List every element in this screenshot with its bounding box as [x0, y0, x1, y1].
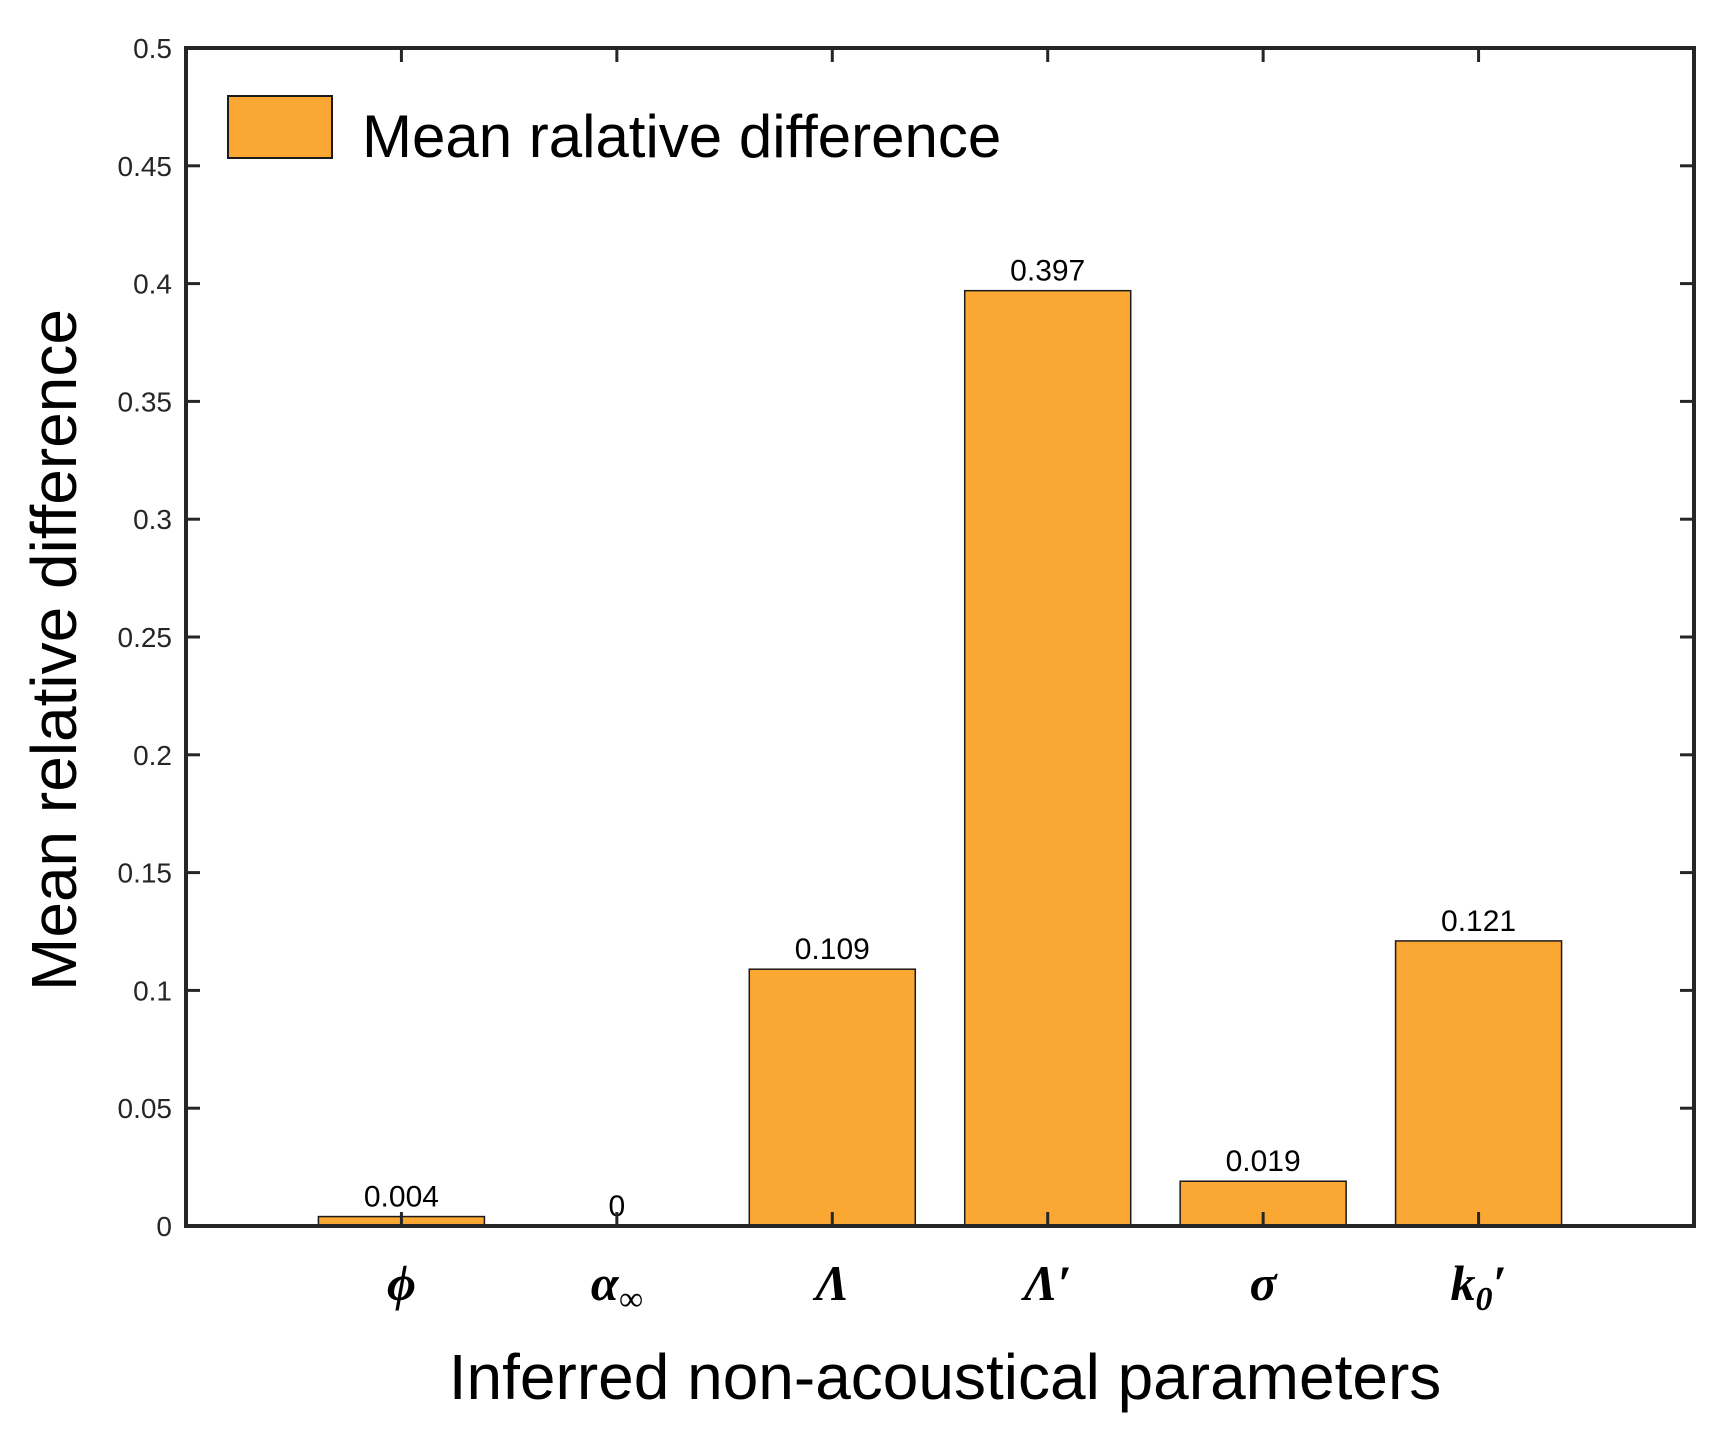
x-category-label-4: σ — [1250, 1255, 1279, 1311]
data-label-0: 0.004 — [364, 1181, 439, 1214]
bars-group — [318, 291, 1561, 1226]
y-tick-label-8: 0.4 — [133, 269, 172, 300]
bar-2 — [749, 969, 915, 1226]
y-tick-label-1: 0.05 — [118, 1093, 173, 1124]
legend-label: Mean ralative difference — [362, 103, 1001, 170]
legend: Mean ralative difference — [228, 96, 1001, 170]
y-tick-label-2: 0.1 — [133, 975, 172, 1006]
y-tick-label-10: 0.5 — [133, 33, 172, 64]
bar-chart: 0.004 0 0.109 0.397 0.019 0.121 0 0.05 0.1 0.15 0… — [0, 0, 1724, 1429]
data-label-2: 0.109 — [795, 933, 870, 966]
x-category-labels: ϕ α∞ Λ Λ′ σ k0′ — [387, 1255, 1507, 1318]
y-axis-label: Mean relative difference — [18, 309, 90, 991]
y-tick-label-7: 0.35 — [118, 386, 173, 417]
y-tick-label-5: 0.25 — [118, 622, 173, 653]
legend-swatch — [228, 96, 332, 158]
x-category-label-1: α∞ — [591, 1255, 643, 1318]
data-label-4: 0.019 — [1226, 1145, 1301, 1178]
x-axis-label: Inferred non-acoustical parameters — [449, 1341, 1442, 1413]
data-label-3: 0.397 — [1010, 255, 1085, 288]
data-label-5: 0.121 — [1441, 905, 1516, 938]
x-category-label-3: Λ′ — [1021, 1255, 1071, 1311]
y-tick-label-9: 0.45 — [118, 151, 173, 182]
bar-5 — [1396, 941, 1562, 1226]
y-tick-label-0: 0 — [156, 1211, 172, 1242]
y-tick-label-4: 0.2 — [133, 740, 172, 771]
y-tick-label-3: 0.15 — [118, 858, 173, 889]
x-category-label-0: ϕ — [387, 1255, 416, 1311]
y-tick-label-6: 0.3 — [133, 504, 172, 535]
x-category-label-2: Λ — [813, 1255, 849, 1311]
x-category-label-5: k0′ — [1451, 1255, 1507, 1318]
bar-3 — [965, 291, 1131, 1226]
y-tick-labels: 0 0.05 0.1 0.15 0.2 0.25 0.3 0.35 0.4 0.45 0.5 — [118, 33, 173, 1242]
